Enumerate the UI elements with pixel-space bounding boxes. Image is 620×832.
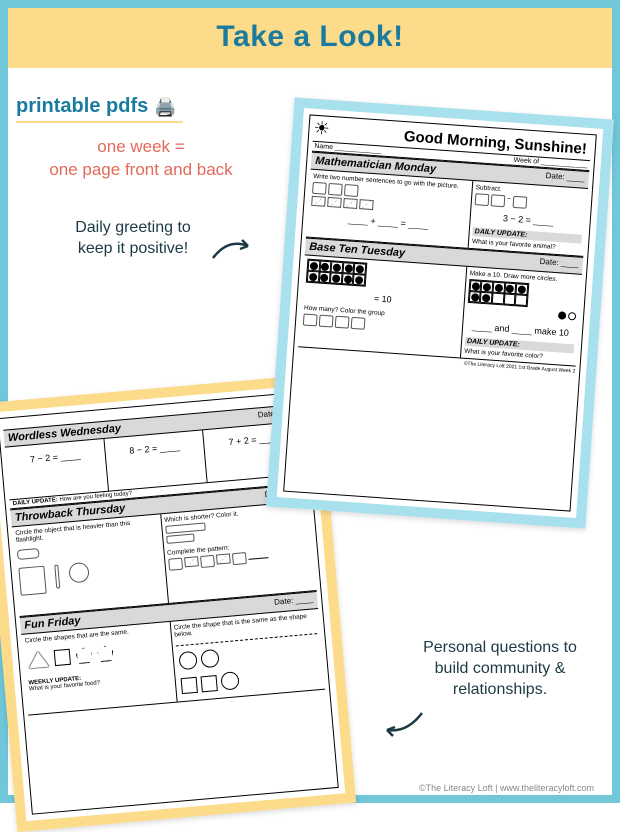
page-title: Take a Look! — [8, 20, 612, 54]
thursday-right: Which is shorter? Color it. Complete the… — [161, 501, 317, 603]
printable-text: printable pdfs — [16, 95, 148, 118]
arrow-icon — [377, 708, 427, 748]
worksheet-front: ☀ Good Morning, Sunshine! Name _________… — [266, 97, 614, 528]
tuesday-row: = 10 How many? Color the group Make a 10… — [298, 255, 582, 366]
thursday-left: Circle the object that is heavier than t… — [12, 514, 169, 616]
top-banner: Take a Look! — [8, 8, 612, 68]
sun-icon: ☀ — [313, 118, 331, 140]
callout-personal-questions: Personal questions to build community & … — [410, 638, 590, 700]
tuesday-right: Make a 10. Draw more circles. ____ and _… — [461, 267, 582, 366]
printable-pdfs-label: printable pdfs 🖨️ — [16, 93, 183, 123]
red-note: one week =one page front and back — [26, 136, 256, 182]
friday-right: Circle the shape that is the same as the… — [170, 609, 325, 702]
friday-left: Circle the shapes that are the same. WEE… — [21, 622, 177, 715]
callout-daily-greeting: Daily greeting to keep it positive! — [58, 218, 208, 260]
monday-left: Write two number sentences to go with th… — [306, 170, 473, 248]
arrow-icon — [208, 228, 258, 268]
printer-icon: 🖨️ — [154, 98, 176, 116]
monday-right: Subtract. − 3 − 2 = ____ DAILY UPDATE: W… — [468, 181, 588, 256]
page-footer: ©The Literacy Loft | www.theliteracyloft… — [419, 783, 594, 793]
tuesday-left: = 10 How many? Color the group — [298, 255, 467, 357]
